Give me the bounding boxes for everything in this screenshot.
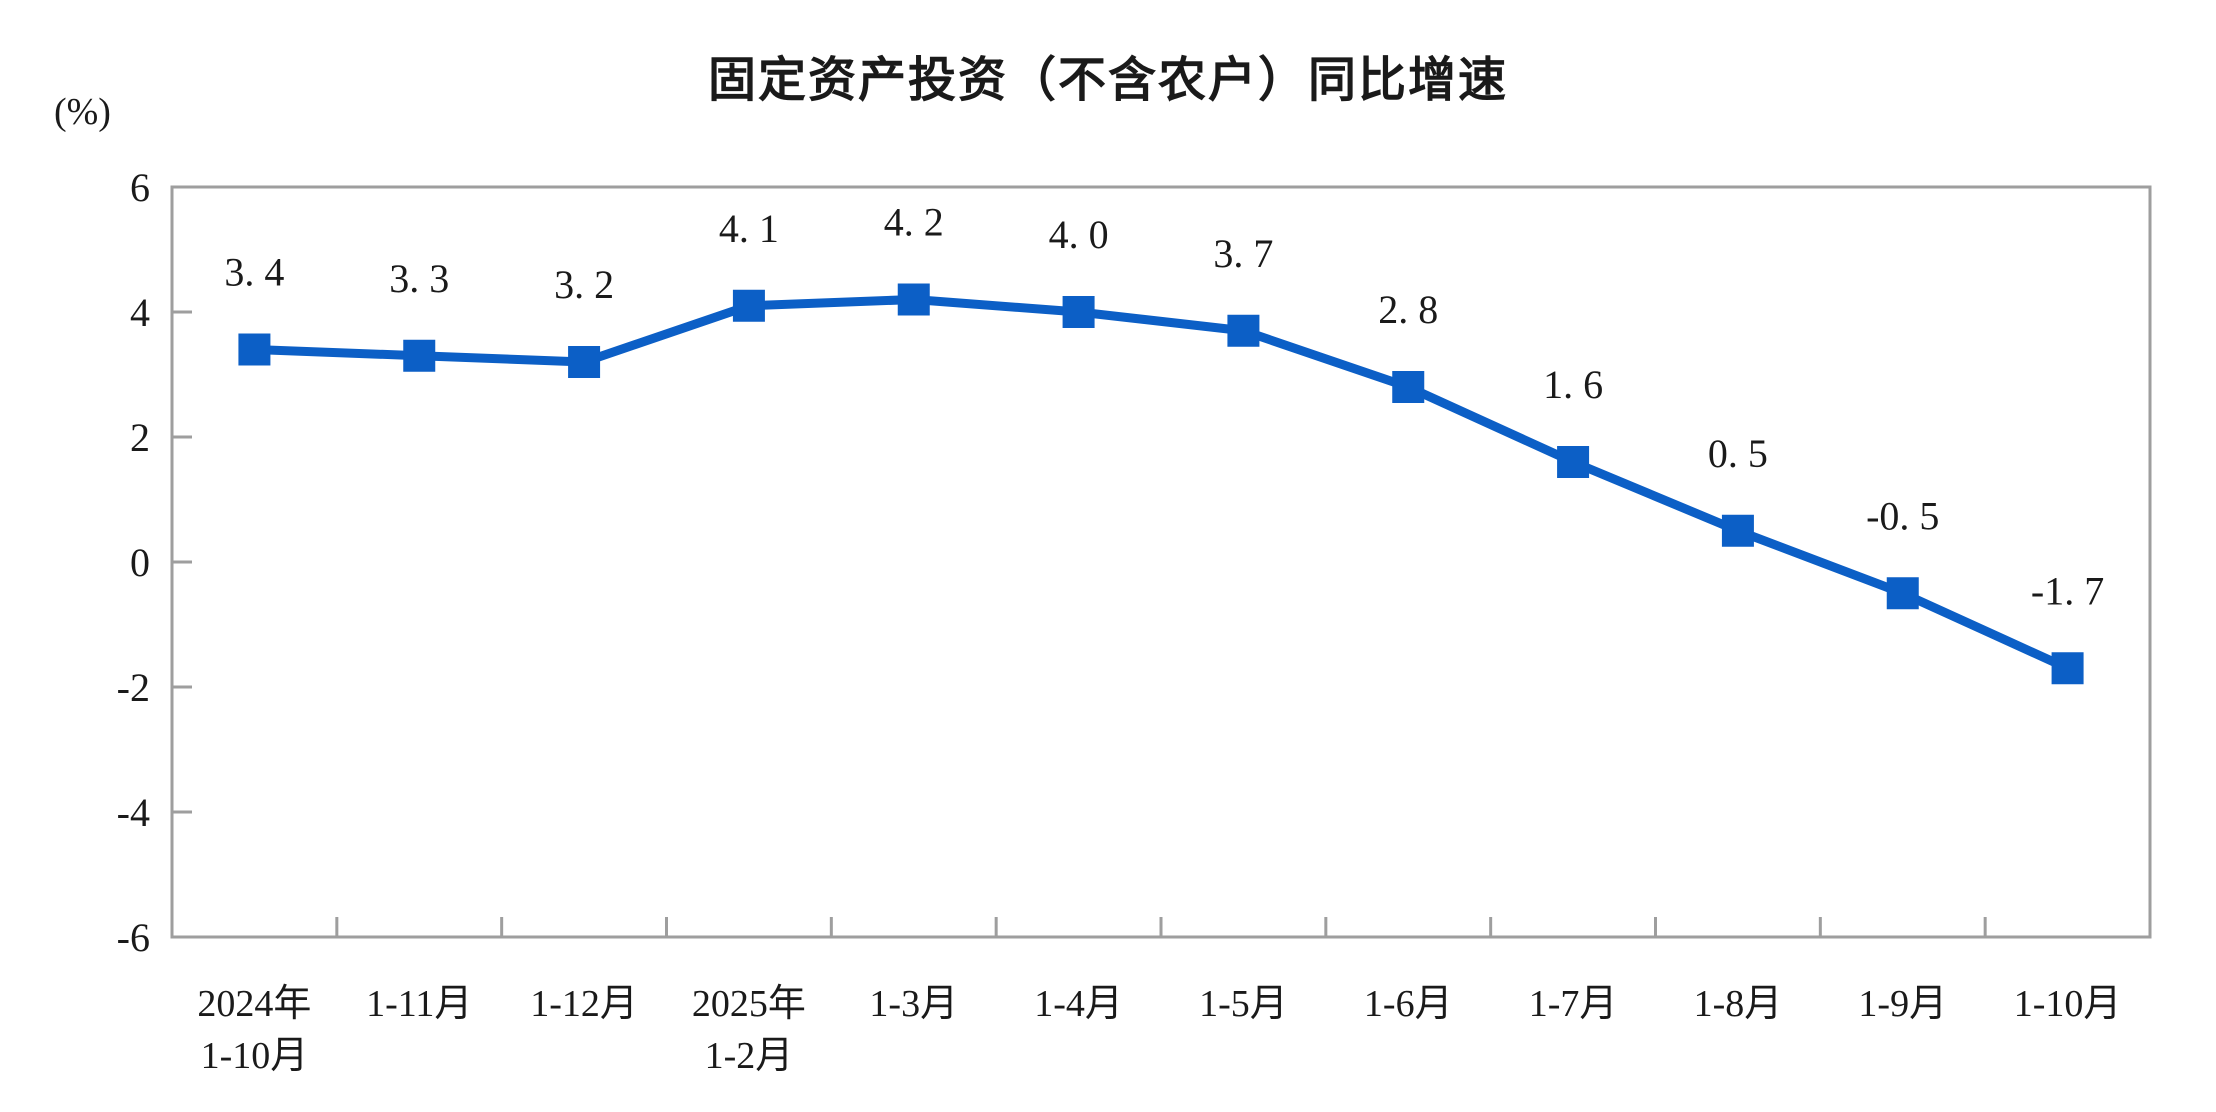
y-tick-label: -2 bbox=[117, 665, 150, 710]
data-point-marker bbox=[1062, 296, 1095, 328]
data-point-label: 3. 2 bbox=[554, 262, 614, 307]
y-tick-label: 4 bbox=[130, 290, 150, 335]
data-point-label: 2. 8 bbox=[1378, 287, 1438, 332]
data-point-marker bbox=[2051, 652, 2084, 685]
x-tick-label: 1-4月 bbox=[1034, 983, 1123, 1025]
plot-border bbox=[170, 185, 2152, 939]
trend-line bbox=[249, 295, 2073, 673]
data-point-label: -0. 5 bbox=[1866, 493, 1939, 538]
x-tick-label: 2024年 bbox=[197, 983, 311, 1025]
data-point-label: 3. 7 bbox=[1213, 231, 1273, 276]
data-point-marker bbox=[403, 339, 436, 372]
x-tick-label: 1-3月 bbox=[869, 983, 958, 1025]
y-tick-label: 2 bbox=[130, 415, 150, 460]
y-tick-label: -4 bbox=[117, 790, 150, 835]
chart-title: 固定资产投资（不含农户）同比增速 bbox=[707, 54, 1508, 107]
data-point-marker bbox=[568, 346, 601, 378]
y-tick-label: -6 bbox=[117, 915, 150, 960]
data-point-marker bbox=[1227, 314, 1260, 347]
data-point-label: 4. 1 bbox=[719, 206, 779, 251]
x-tick-label: 1-9月 bbox=[1858, 983, 1947, 1025]
data-point-marker bbox=[732, 289, 765, 322]
x-tick-label: 1-5月 bbox=[1199, 983, 1288, 1025]
x-tick-label: 1-2月 bbox=[705, 1035, 794, 1077]
data-point-marker bbox=[1886, 577, 1919, 610]
data-point-label: -1. 7 bbox=[2031, 568, 2104, 613]
x-tick-label: 1-10月 bbox=[2014, 983, 2122, 1025]
data-point-label: 4. 2 bbox=[884, 200, 944, 245]
y-axis-unit-label: (%) bbox=[54, 91, 111, 133]
x-tick-label: 1-11月 bbox=[366, 983, 472, 1025]
y-tick-label: 6 bbox=[130, 165, 150, 210]
data-point-marker bbox=[1557, 446, 1590, 478]
x-tick-label: 1-8月 bbox=[1694, 983, 1783, 1025]
x-tick-label: 1-7月 bbox=[1529, 983, 1618, 1025]
data-point-marker bbox=[1392, 371, 1425, 403]
data-point-marker bbox=[238, 333, 271, 366]
data-point-marker bbox=[897, 283, 930, 316]
data-point-label: 4. 0 bbox=[1049, 212, 1109, 257]
data-point-label: 0. 5 bbox=[1708, 431, 1768, 476]
data-point-label: 3. 3 bbox=[389, 256, 449, 301]
data-point-label: 3. 4 bbox=[224, 250, 284, 295]
x-tick-label: 1-6月 bbox=[1364, 983, 1453, 1025]
x-tick-label: 2025年 bbox=[692, 983, 806, 1025]
x-tick-label: 1-10月 bbox=[201, 1035, 309, 1077]
data-point-marker bbox=[1721, 514, 1754, 547]
y-tick-label: 0 bbox=[130, 540, 150, 585]
x-tick-label: 1-12月 bbox=[530, 983, 638, 1025]
data-point-label: 1. 6 bbox=[1543, 362, 1603, 407]
